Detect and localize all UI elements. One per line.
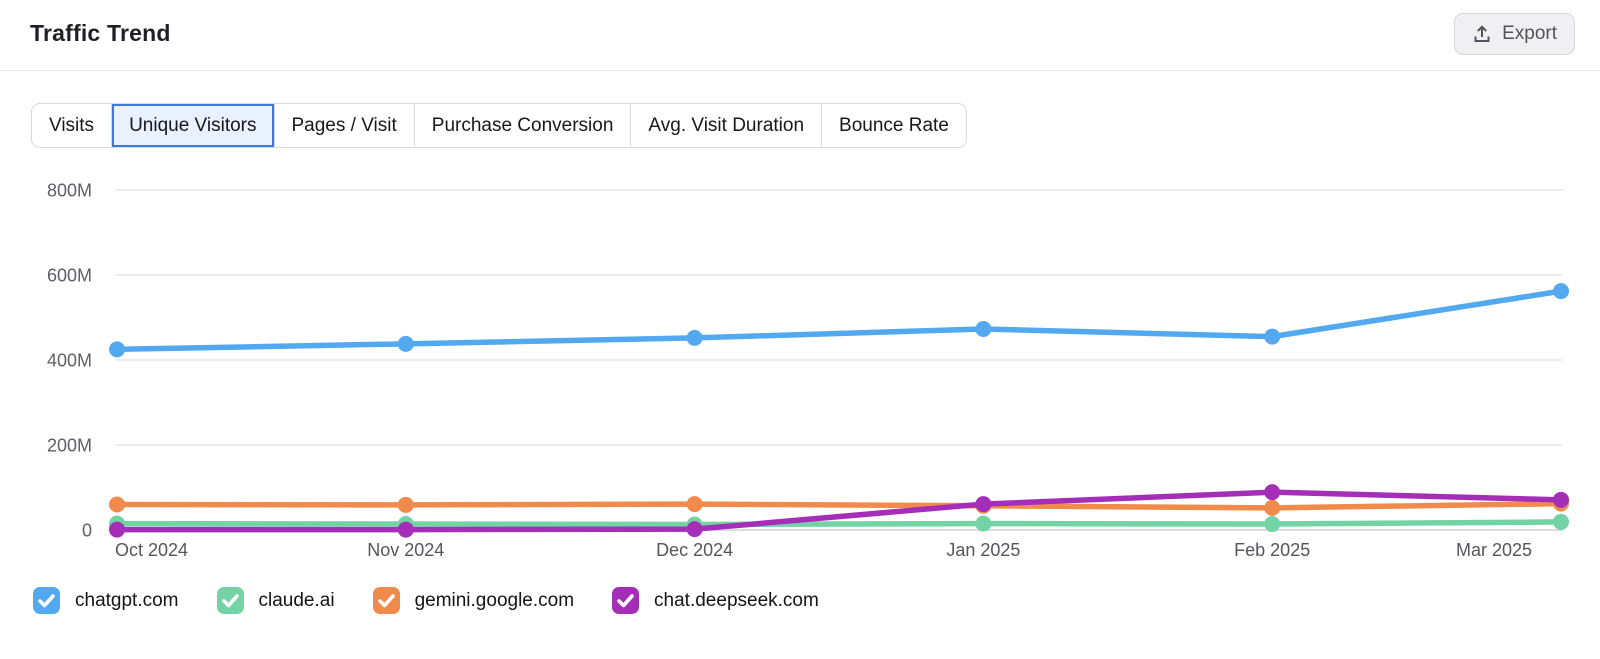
legend-checkbox-gemini-google-com[interactable] [372, 587, 400, 614]
data-point-chat-deepseek-com-0[interactable] [109, 521, 125, 538]
data-point-chat-deepseek-com-3[interactable] [975, 496, 992, 513]
export-button[interactable]: Export [1454, 13, 1575, 55]
data-point-chatgpt-com-1[interactable] [397, 335, 414, 352]
x-tick-label: Feb 2025 [1234, 540, 1310, 560]
x-tick-label: Dec 2024 [656, 540, 733, 560]
data-point-claude-ai-5[interactable] [1553, 513, 1569, 530]
metric-tabs: Visits Unique Visitors Pages / Visit Purcha… [31, 103, 967, 148]
data-point-gemini-google-com-1[interactable] [397, 496, 414, 513]
tab-visits[interactable]: Visits [32, 104, 113, 147]
legend-item-chat-deepseek-com[interactable]: chat.deepseek.com [612, 587, 819, 614]
tab-purchase-conversion[interactable]: Purchase Conversion [415, 104, 632, 147]
tab-bounce-rate[interactable]: Bounce Rate [839, 115, 949, 136]
data-point-chatgpt-com-5[interactable] [1553, 283, 1569, 300]
data-point-chat-deepseek-com-5[interactable] [1553, 491, 1569, 508]
traffic-trend-chart: 0 200M 400M 600M 800M Oct 2024 Nov 2024 Dec 202… [47, 181, 1569, 560]
y-tick-label: 800M [47, 181, 92, 201]
legend-checkbox-claude-ai[interactable] [216, 587, 244, 614]
chart-legend: chatgpt.com claude.ai gemini.google.com cha… [33, 587, 819, 614]
data-point-chatgpt-com-2[interactable] [686, 329, 703, 346]
page-title: Traffic Trend [30, 20, 171, 46]
y-tick-label: 600M [47, 266, 92, 286]
data-point-claude-ai-3[interactable] [975, 515, 992, 532]
legend-checkbox-chat-deepseek-com[interactable] [612, 587, 640, 614]
legend-label-gemini-google-com: gemini.google.com [414, 589, 575, 611]
y-tick-label: 200M [47, 436, 92, 456]
legend-checkbox-chatgpt-com[interactable] [33, 587, 60, 614]
x-tick-label: Mar 2025 [1456, 540, 1532, 560]
export-button-label: Export [1502, 23, 1557, 44]
data-point-gemini-google-com-2[interactable] [686, 496, 703, 513]
legend-item-claude-ai[interactable]: claude.ai [216, 587, 335, 614]
data-point-claude-ai-4[interactable] [1264, 516, 1281, 533]
series-line-chat-deepseek-com [114, 489, 1564, 533]
export-upload-icon [1472, 24, 1492, 44]
checkmark-icon [221, 594, 239, 608]
tab-pages-visit[interactable]: Pages / Visit [275, 104, 415, 147]
checkmark-icon [377, 594, 395, 608]
data-point-gemini-google-com-4[interactable] [1264, 499, 1281, 516]
legend-item-gemini-google-com[interactable]: gemini.google.com [372, 587, 575, 614]
data-point-chatgpt-com-4[interactable] [1264, 328, 1281, 345]
data-point-chat-deepseek-com-1[interactable] [397, 521, 414, 538]
data-point-chat-deepseek-com-4[interactable] [1264, 484, 1281, 501]
y-tick-label: 400M [47, 351, 92, 371]
panel-header: Traffic Trend Export [0, 0, 1600, 71]
x-tick-label: Jan 2025 [946, 540, 1020, 560]
legend-label-chatgpt-com: chatgpt.com [75, 589, 179, 611]
series-line-chatgpt-com [114, 288, 1564, 353]
legend-label-chat-deepseek-com: chat.deepseek.com [654, 589, 819, 611]
x-tick-label: Oct 2024 [115, 540, 188, 560]
checkmark-icon [617, 594, 634, 608]
legend-label-claude-ai: claude.ai [258, 589, 335, 611]
checkmark-icon [38, 594, 55, 608]
data-point-chatgpt-com-3[interactable] [975, 320, 992, 337]
legend-item-chatgpt-com[interactable]: chatgpt.com [33, 587, 179, 614]
series-line-claude-ai [114, 519, 1564, 528]
data-point-gemini-google-com-0[interactable] [109, 496, 125, 513]
data-point-chat-deepseek-com-2[interactable] [686, 521, 703, 538]
y-tick-label: 0 [82, 521, 92, 541]
series-line-gemini-google-com [114, 500, 1564, 511]
tab-unique-visitors[interactable]: Unique Visitors [112, 104, 275, 147]
x-tick-label: Nov 2024 [367, 540, 444, 560]
data-point-chatgpt-com-0[interactable] [109, 341, 125, 358]
tab-avg-visit-duration[interactable]: Avg. Visit Duration [631, 104, 823, 147]
